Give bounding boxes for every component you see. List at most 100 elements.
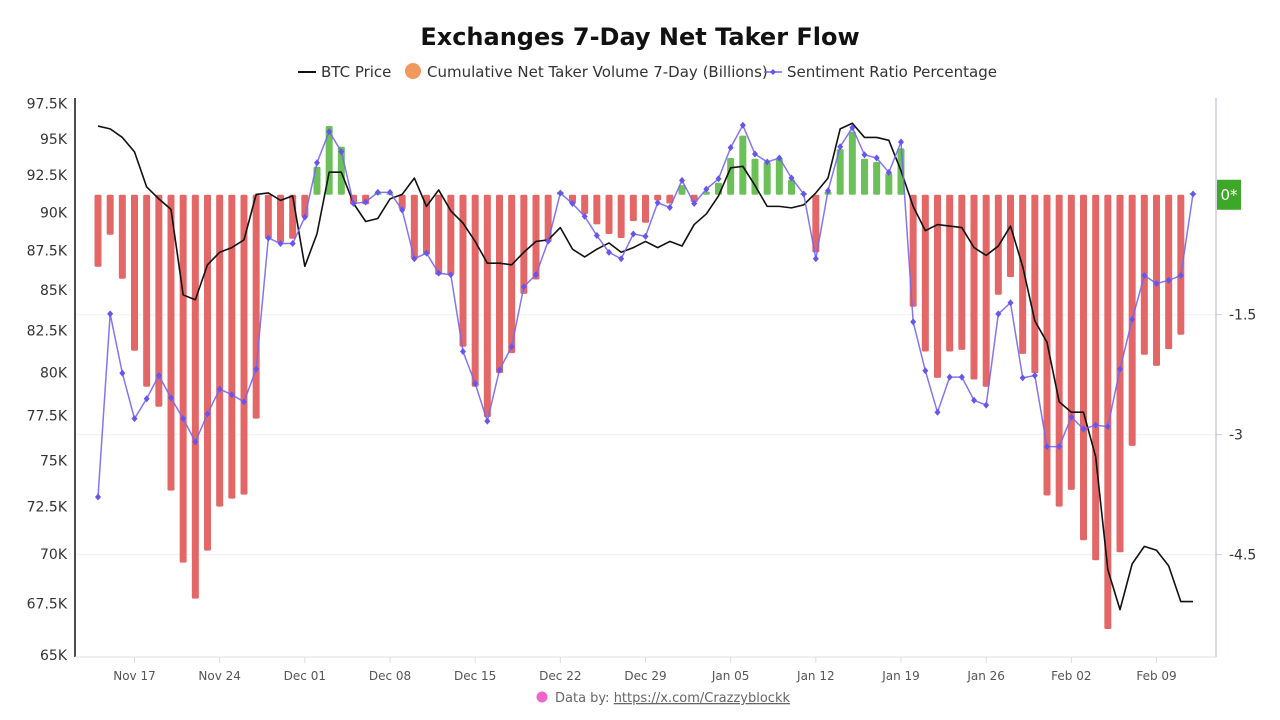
sentiment-point[interactable] xyxy=(1153,280,1160,288)
sentiment-point[interactable] xyxy=(484,417,491,425)
net-taker-bar[interactable] xyxy=(252,194,260,419)
sentiment-point[interactable] xyxy=(630,230,637,238)
sentiment-point[interactable] xyxy=(362,198,369,206)
net-taker-bar[interactable] xyxy=(277,194,284,243)
sentiment-point[interactable] xyxy=(885,168,892,176)
btc-price-line[interactable] xyxy=(97,122,1193,611)
sentiment-point[interactable] xyxy=(727,144,734,152)
sentiment-point[interactable] xyxy=(241,398,247,406)
sentiment-point[interactable] xyxy=(423,249,430,257)
sentiment-point[interactable] xyxy=(837,143,844,151)
sentiment-point[interactable] xyxy=(995,310,1002,318)
sentiment-point[interactable] xyxy=(812,255,819,263)
sentiment-point[interactable] xyxy=(107,310,114,318)
net-taker-bar[interactable] xyxy=(228,194,236,499)
sentiment-point[interactable] xyxy=(983,401,990,409)
net-taker-bar[interactable] xyxy=(179,194,187,563)
sentiment-point[interactable] xyxy=(253,365,260,373)
net-taker-bar[interactable] xyxy=(885,173,893,195)
sentiment-point[interactable] xyxy=(155,372,162,380)
sentiment-point[interactable] xyxy=(934,408,941,416)
net-taker-bar[interactable] xyxy=(1031,194,1039,374)
net-taker-bar[interactable] xyxy=(775,157,783,195)
sentiment-point[interactable] xyxy=(739,121,746,129)
net-taker-bar[interactable] xyxy=(459,194,467,347)
sentiment-point[interactable] xyxy=(338,148,345,156)
sentiment-point[interactable] xyxy=(374,188,381,196)
net-taker-bar[interactable] xyxy=(617,194,625,238)
sentiment-point[interactable] xyxy=(1056,443,1063,451)
net-taker-bar[interactable] xyxy=(812,194,820,253)
sentiment-point[interactable] xyxy=(1007,299,1014,307)
net-taker-bar[interactable] xyxy=(240,194,248,495)
sentiment-point[interactable] xyxy=(679,176,685,184)
sentiment-point[interactable] xyxy=(873,154,880,162)
sentiment-point[interactable] xyxy=(666,204,673,212)
sentiment-point[interactable] xyxy=(910,318,917,326)
sentiment-point[interactable] xyxy=(1104,423,1111,431)
legend-item-sentiment[interactable]: Sentiment Ratio Percentage xyxy=(764,63,997,81)
sentiment-point[interactable] xyxy=(350,200,357,208)
net-taker-bar[interactable] xyxy=(106,194,114,235)
sentiment-point[interactable] xyxy=(180,415,187,423)
sentiment-point[interactable] xyxy=(849,124,856,132)
net-taker-bar[interactable] xyxy=(642,194,649,223)
sentiment-point[interactable] xyxy=(119,369,126,377)
sentiment-point[interactable] xyxy=(399,206,406,214)
net-taker-bar[interactable] xyxy=(873,161,881,195)
sentiment-point[interactable] xyxy=(289,240,296,248)
net-taker-bar[interactable] xyxy=(483,194,491,418)
sentiment-point[interactable] xyxy=(654,199,661,207)
net-taker-bar[interactable] xyxy=(204,194,211,551)
sentiment-point[interactable] xyxy=(1129,316,1136,324)
net-taker-bar[interactable] xyxy=(629,194,637,222)
sentiment-line[interactable] xyxy=(97,123,1194,498)
sentiment-point[interactable] xyxy=(216,385,223,393)
sentiment-point[interactable] xyxy=(971,396,977,404)
sentiment-point[interactable] xyxy=(569,200,576,208)
sentiment-point[interactable] xyxy=(545,237,552,245)
sentiment-point[interactable] xyxy=(387,188,393,196)
sentiment-point[interactable] xyxy=(800,190,807,198)
sentiment-point[interactable] xyxy=(326,128,333,136)
net-taker-bar[interactable] xyxy=(654,194,662,201)
net-taker-bar[interactable] xyxy=(1177,194,1185,335)
net-taker-bar[interactable] xyxy=(118,194,126,279)
net-taker-bar[interactable] xyxy=(447,194,455,275)
legend-item-btc-price[interactable]: BTC Price xyxy=(298,63,391,81)
footer-link[interactable]: https://x.com/Crazzyblockk xyxy=(614,691,791,706)
sentiment-point[interactable] xyxy=(691,200,698,208)
sentiment-point[interactable] xyxy=(788,174,795,182)
net-taker-bar[interactable] xyxy=(289,194,297,239)
net-taker-bar[interactable] xyxy=(763,161,771,195)
sentiment-point[interactable] xyxy=(520,283,527,291)
sentiment-point[interactable] xyxy=(192,438,199,446)
sentiment-point[interactable] xyxy=(508,343,515,351)
sentiment-point[interactable] xyxy=(642,232,649,240)
net-taker-bar[interactable] xyxy=(1067,194,1075,490)
net-taker-bar[interactable] xyxy=(216,194,224,507)
sentiment-point[interactable] xyxy=(447,271,454,279)
sentiment-point[interactable] xyxy=(277,240,284,248)
net-taker-bar[interactable] xyxy=(423,194,430,255)
net-taker-bar[interactable] xyxy=(94,194,102,267)
sentiment-point[interactable] xyxy=(1177,272,1184,280)
net-taker-bar[interactable] xyxy=(410,194,418,259)
net-taker-bar[interactable] xyxy=(581,194,589,214)
sentiment-point[interactable] xyxy=(1141,272,1148,280)
net-taker-bar[interactable] xyxy=(1080,194,1087,541)
sentiment-point[interactable] xyxy=(95,493,101,501)
net-taker-bar[interactable] xyxy=(666,194,674,204)
net-taker-bar[interactable] xyxy=(1007,194,1014,278)
sentiment-point[interactable] xyxy=(825,187,831,195)
legend-item-net-taker-volume[interactable]: Cumulative Net Taker Volume 7-Day (Billi… xyxy=(405,63,768,81)
sentiment-point[interactable] xyxy=(472,379,479,387)
sentiment-point[interactable] xyxy=(533,271,539,279)
net-taker-bar[interactable] xyxy=(544,194,552,242)
net-taker-bar[interactable] xyxy=(532,194,540,280)
net-taker-bar[interactable] xyxy=(958,194,966,350)
net-taker-bar[interactable] xyxy=(751,158,759,195)
sentiment-point[interactable] xyxy=(922,367,929,375)
net-taker-bar[interactable] xyxy=(508,194,516,354)
sentiment-point[interactable] xyxy=(1165,276,1172,284)
